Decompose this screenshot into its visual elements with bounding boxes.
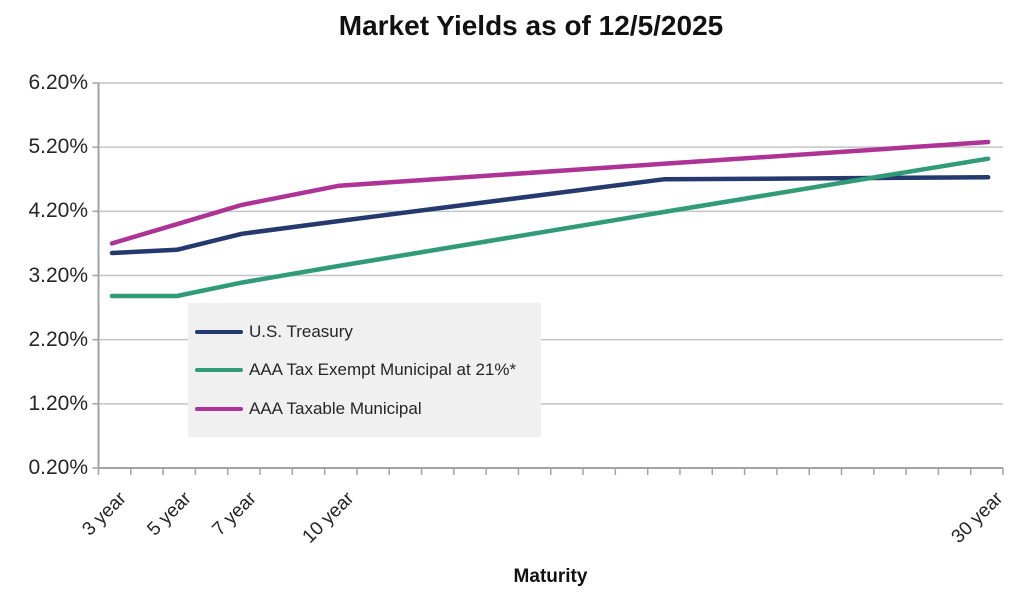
legend-line-swatch — [195, 368, 243, 372]
chart-title: Market Yields as of 12/5/2025 — [338, 10, 724, 41]
legend-line-swatch — [195, 329, 243, 334]
y-tick-label: 3.20% — [28, 263, 88, 287]
y-tick-label: 4.20% — [28, 199, 88, 223]
legend-line-swatch — [195, 406, 243, 411]
legend-label: U.S. Treasury — [249, 321, 353, 341]
legend-item: AAA Taxable Municipal — [195, 399, 541, 419]
legend-item: AAA Tax Exempt Municipal at 21%* — [195, 360, 541, 380]
legend-item: U.S. Treasury — [195, 322, 541, 342]
legend-label: AAA Tax Exempt Municipal at 21%* — [249, 360, 517, 379]
y-tick-label: 2.20% — [28, 327, 88, 351]
y-tick-label: 6.20% — [28, 71, 88, 94]
legend-label: AAA Taxable Municipal — [249, 398, 422, 418]
series-line — [109, 156, 991, 299]
y-tick-label: 1.20% — [28, 391, 88, 415]
series-line — [109, 175, 991, 256]
y-tick-label: 5.20% — [28, 135, 88, 159]
y-tick-label: 0.20% — [28, 456, 88, 479]
x-axis-title: Maturity — [513, 566, 588, 587]
legend: U.S. Treasury AAA Tax Exempt Municipal at… — [188, 303, 541, 437]
series-line — [109, 139, 991, 246]
